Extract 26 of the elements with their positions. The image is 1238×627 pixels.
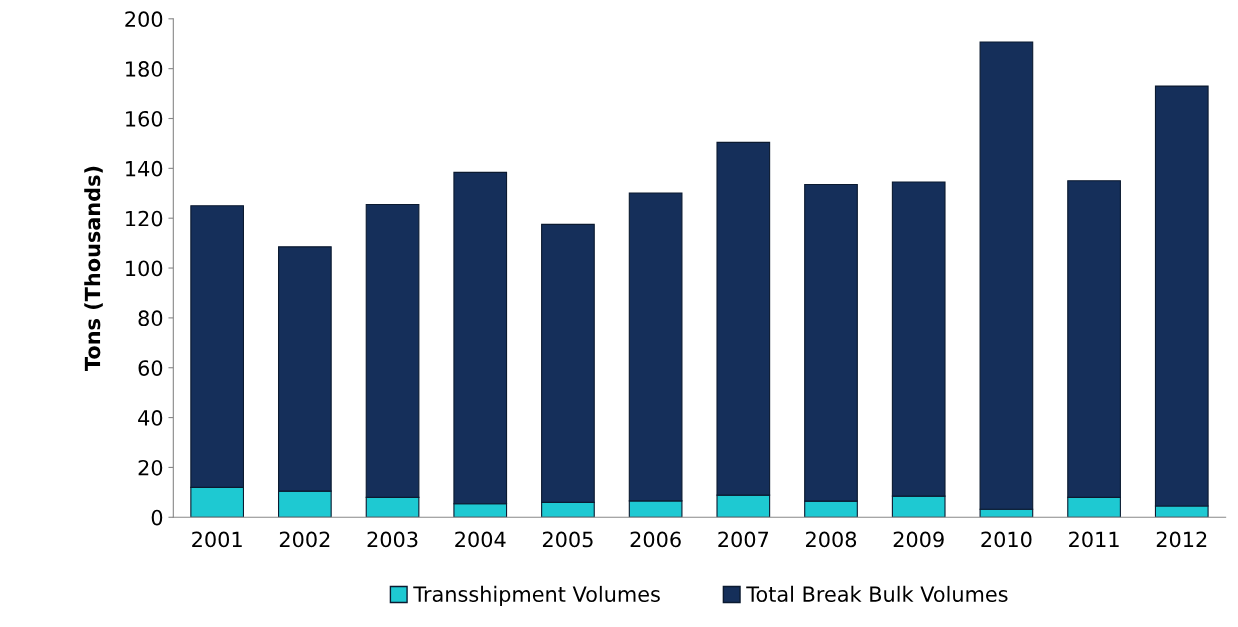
x-tick-label: 2007: [718, 531, 769, 548]
y-axis-title: Tons (Thousands): [84, 166, 103, 371]
x-tick-label: 2005: [542, 531, 593, 548]
legend-label: Transshipment Volumes: [413, 585, 660, 607]
y-tick-label: 80: [138, 310, 163, 327]
x-tick-label: 2008: [806, 531, 857, 548]
legend-label: Total Break Bulk Volumes: [746, 585, 1008, 602]
y-tick-label: 0: [151, 509, 163, 526]
y-tick-label: 160: [126, 110, 163, 127]
y-tick-label: 60: [138, 360, 163, 376]
y-tick-label: 200: [125, 11, 163, 28]
x-tick-label: 2002: [279, 531, 330, 548]
x-tick-label: 2010: [981, 531, 1032, 548]
x-tick-label: 2004: [455, 531, 506, 548]
x-tick-label: 2001: [192, 531, 242, 548]
x-tick-label: 2011: [1069, 531, 1119, 548]
y-tick-label: 120: [126, 210, 163, 227]
y-tick-label: 100: [126, 260, 163, 277]
x-tick-label: 2012: [1156, 531, 1207, 548]
y-tick-label: 20: [138, 459, 163, 476]
x-tick-label: 2009: [893, 531, 944, 548]
x-tick-label: 2003: [367, 531, 418, 548]
y-tick-label: 140: [126, 160, 163, 177]
x-tick-label: 2006: [630, 531, 681, 548]
y-tick-label: 180: [126, 61, 163, 77]
y-tick-label: 40: [138, 410, 163, 426]
